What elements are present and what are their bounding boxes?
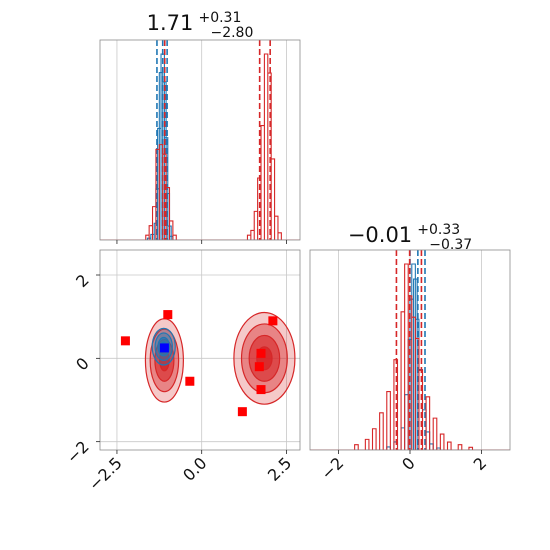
x-marginal-panel: 1.71 +0.31 −2.80	[99, 7, 301, 244]
y-marginal-tick-label-2: 2	[470, 453, 491, 474]
joint-marker-1-0	[159, 343, 169, 353]
joint-marker-0-1	[163, 310, 173, 320]
joint-frame	[99, 249, 301, 451]
joint-ytick-label-2: 2	[72, 270, 93, 291]
joint-xtick-label-2: 2.5	[264, 453, 295, 484]
joint-ytick-label-0: −2	[63, 437, 93, 467]
joint-marker-0-6	[256, 385, 266, 395]
y-marginal-panel: −2 0 2 −0.01 +0.33 −0.37	[309, 219, 511, 484]
y-marginal-tick-label-0: −2	[317, 453, 347, 483]
x-marginal-title: 1.71 +0.31 −2.80	[147, 7, 254, 41]
joint-marker-0-0	[120, 336, 130, 346]
x-marginal-hist-0	[100, 53, 300, 240]
joint-panel: −2.5 0.0 2.5 −2 0 2	[63, 249, 301, 494]
joint-ytick-label-1: 0	[72, 354, 93, 375]
joint-xtick-label-0: −2.5	[85, 453, 126, 494]
joint-marker-0-7	[268, 316, 278, 326]
x-marginal-grid	[116, 40, 287, 240]
y-marginal-histograms	[310, 250, 510, 450]
y-marginal-hist-1	[310, 263, 510, 450]
x-marginal-frame	[99, 39, 301, 241]
x-marginal-hist-1	[100, 53, 300, 240]
y-marginal-title: −0.01 +0.33 −0.37	[348, 219, 472, 253]
y-marginal-tick-label-1: 0	[398, 453, 419, 474]
joint-marker-0-3	[237, 407, 247, 417]
x-marginal-ticks	[116, 240, 287, 244]
joint-xtick-label-1: 0.0	[179, 453, 210, 484]
joint-marker-0-2	[185, 376, 195, 386]
joint-marker-0-4	[254, 362, 264, 372]
y-marginal-ticks: −2 0 2	[317, 450, 490, 484]
joint-marker-0-5	[256, 348, 266, 358]
joint-contours	[120, 310, 296, 417]
x-marginal-histograms	[100, 40, 300, 240]
